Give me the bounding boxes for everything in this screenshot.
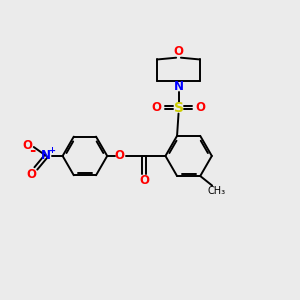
Text: -: - [29, 143, 35, 158]
Text: O: O [26, 169, 36, 182]
Text: O: O [115, 149, 125, 162]
Text: O: O [173, 45, 184, 58]
Text: O: O [195, 101, 205, 114]
Text: O: O [152, 101, 162, 114]
Text: S: S [173, 100, 184, 115]
Text: N: N [41, 149, 51, 162]
Text: +: + [48, 146, 55, 155]
Text: O: O [139, 174, 149, 187]
Text: O: O [23, 139, 33, 152]
Text: N: N [173, 80, 184, 93]
Text: CH₃: CH₃ [208, 187, 226, 196]
